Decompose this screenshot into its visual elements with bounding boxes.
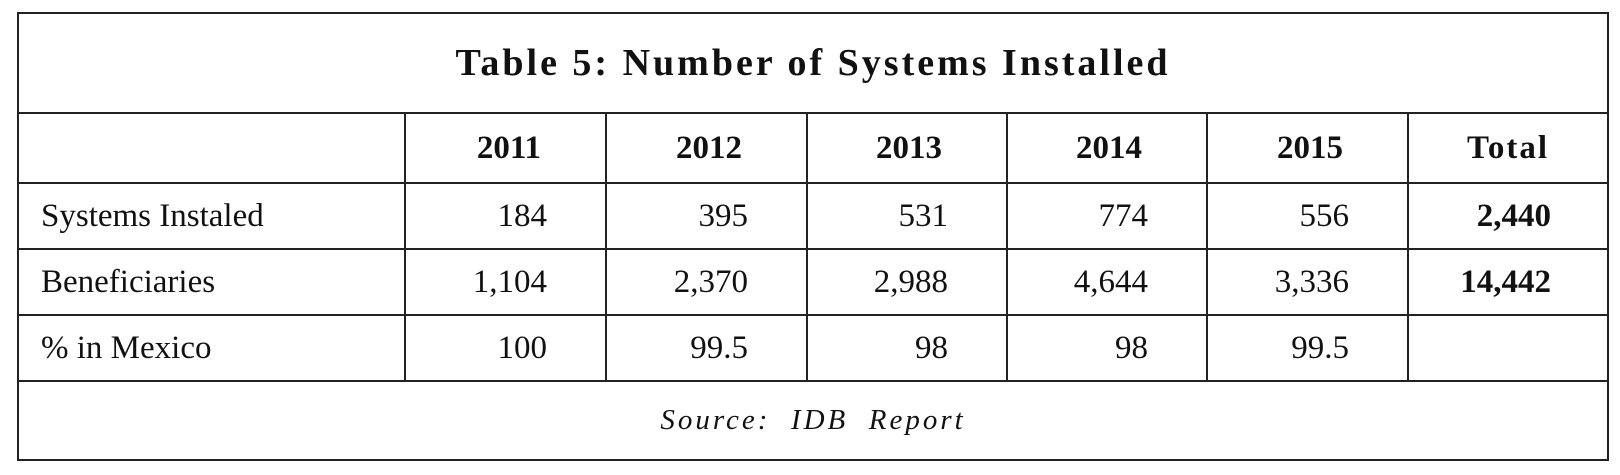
row-label: Systems Instaled <box>17 182 406 250</box>
cell-value: 556 <box>1206 182 1409 250</box>
row-label: Beneficiaries <box>17 248 406 316</box>
cell-value: 531 <box>806 182 1008 250</box>
table-title: Table 5: Number of Systems Installed <box>16 12 1610 114</box>
column-header: 2014 <box>1006 112 1208 184</box>
corner-cell <box>17 112 406 184</box>
cell-value: 774 <box>1006 182 1208 250</box>
column-header: 2015 <box>1206 112 1409 184</box>
source-note: Source: IDB Report <box>16 380 1610 461</box>
cell-value: 184 <box>404 182 607 250</box>
data-table: Table 5: Number of Systems Installed 201… <box>16 12 1610 461</box>
row-label: % in Mexico <box>17 314 406 382</box>
cell-value: 99.5 <box>605 314 808 382</box>
column-header: Total <box>1406 112 1610 184</box>
cell-value: 4,644 <box>1006 248 1208 316</box>
cell-value: 2,988 <box>806 248 1008 316</box>
cell-value: 98 <box>1006 314 1208 382</box>
column-header: 2011 <box>404 112 607 184</box>
table-row: % in Mexico 100 99.5 98 98 99.5 <box>17 314 1610 382</box>
empty-cell <box>1406 314 1610 382</box>
cell-value: 3,336 <box>1206 248 1409 316</box>
cell-value: 2,370 <box>605 248 808 316</box>
row-total: 14,442 <box>1406 248 1610 316</box>
cell-value: 98 <box>806 314 1008 382</box>
cell-value: 99.5 <box>1206 314 1409 382</box>
table-row: Beneficiaries 1,104 2,370 2,988 4,644 3,336 14… <box>17 248 1610 316</box>
row-total: 2,440 <box>1406 182 1610 250</box>
cell-value: 100 <box>404 314 607 382</box>
cell-value: 395 <box>605 182 808 250</box>
table-row: Systems Instaled 184 395 531 774 556 2,440 <box>17 182 1610 250</box>
cell-value: 1,104 <box>404 248 607 316</box>
column-header: 2013 <box>806 112 1008 184</box>
column-header: 2012 <box>605 112 808 184</box>
